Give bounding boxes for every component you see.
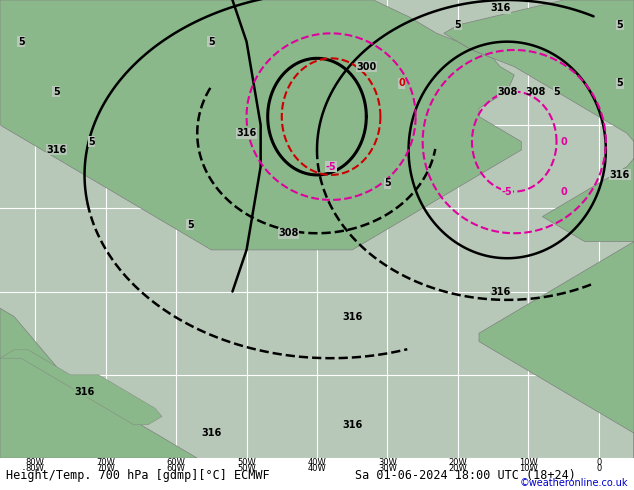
Text: 316: 316	[610, 170, 630, 180]
Text: 5: 5	[187, 220, 193, 230]
Text: 5: 5	[616, 20, 623, 30]
Text: 308: 308	[497, 87, 517, 97]
Text: 308: 308	[278, 228, 299, 238]
Text: 316: 316	[201, 428, 221, 438]
Text: 20W: 20W	[448, 458, 467, 467]
Text: 316: 316	[342, 420, 363, 430]
Polygon shape	[479, 242, 634, 458]
Text: 5: 5	[53, 87, 60, 97]
Text: 316: 316	[46, 145, 67, 155]
Text: 10W: 10W	[519, 458, 538, 467]
Text: Height/Temp. 700 hPa [gdmp][°C] ECMWF: Height/Temp. 700 hPa [gdmp][°C] ECMWF	[6, 469, 270, 482]
Text: 5: 5	[616, 78, 623, 88]
Text: 0: 0	[560, 137, 567, 147]
Text: 5: 5	[18, 37, 25, 47]
Text: 0: 0	[596, 458, 602, 467]
Text: 60W: 60W	[167, 458, 186, 467]
Text: 5: 5	[553, 87, 560, 97]
Text: 5: 5	[208, 37, 215, 47]
Polygon shape	[0, 350, 162, 425]
Polygon shape	[0, 308, 197, 458]
Text: ©weatheronline.co.uk: ©weatheronline.co.uk	[519, 478, 628, 489]
Text: 80W: 80W	[26, 458, 44, 467]
Text: 40W: 40W	[307, 458, 327, 467]
Text: Sa 01-06-2024 18:00 UTC (18+24): Sa 01-06-2024 18:00 UTC (18+24)	[355, 469, 576, 482]
Text: 308: 308	[525, 87, 546, 97]
Text: 0: 0	[398, 78, 405, 88]
Text: 5: 5	[455, 20, 462, 30]
Text: 316: 316	[236, 128, 257, 138]
Polygon shape	[444, 0, 634, 242]
Text: 50W: 50W	[237, 458, 256, 467]
Text: 316: 316	[74, 387, 94, 396]
Text: 0: 0	[560, 187, 567, 196]
Text: 5: 5	[384, 178, 391, 188]
Text: 316: 316	[342, 312, 363, 321]
Text: 30W: 30W	[378, 458, 397, 467]
Text: 316: 316	[490, 3, 510, 13]
Text: 5: 5	[88, 137, 95, 147]
Text: -5: -5	[502, 187, 512, 196]
Text: 70W: 70W	[96, 458, 115, 467]
Text: 316: 316	[490, 287, 510, 296]
Text: 300: 300	[356, 62, 377, 72]
Polygon shape	[0, 0, 521, 250]
Text: -5: -5	[326, 162, 337, 172]
